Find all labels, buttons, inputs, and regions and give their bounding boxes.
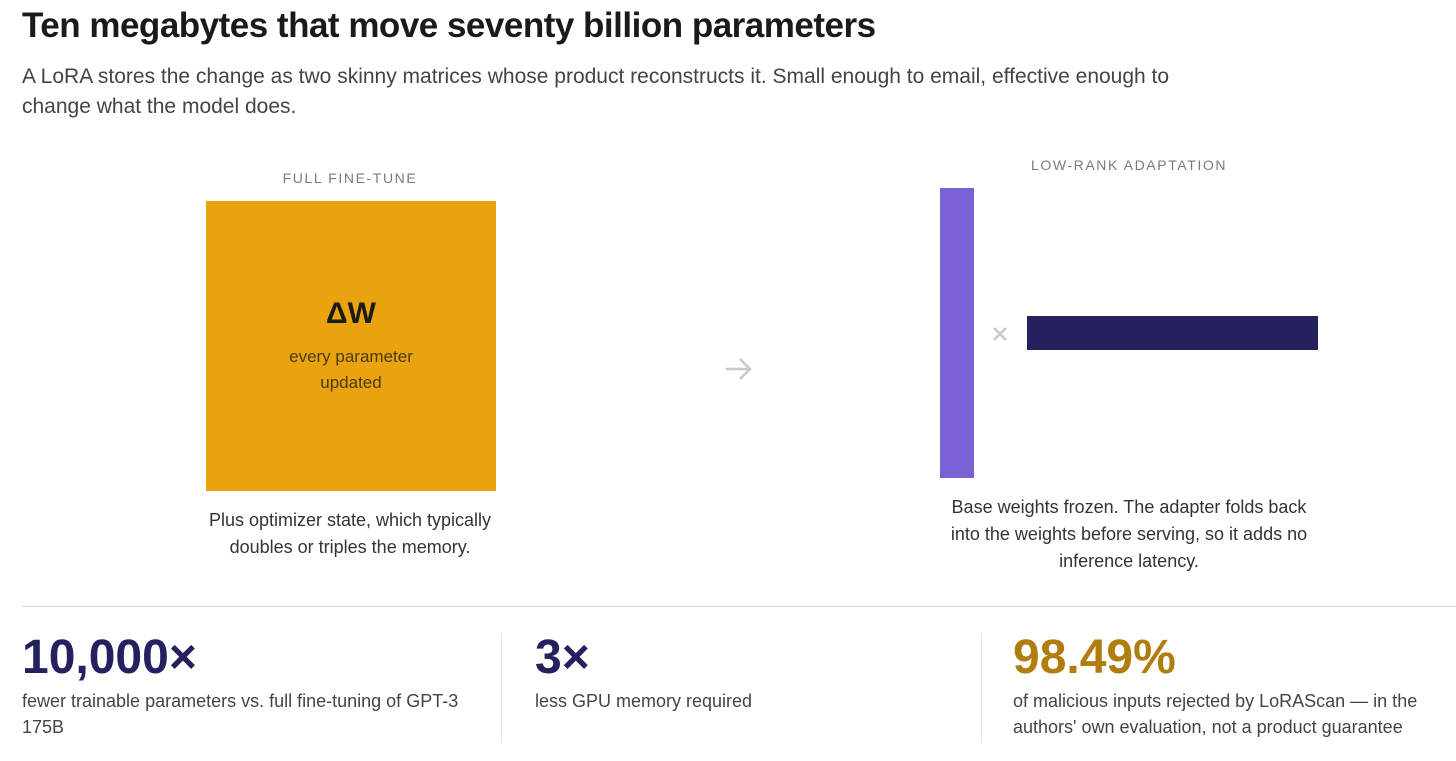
title: Ten megabytes that move seventy billion …	[22, 6, 876, 45]
panel-label: LOW-RANK ADAPTATION	[1030, 157, 1228, 173]
matrix-a	[1027, 316, 1318, 350]
stat-text: of malicious inputs rejected by LoRAScan…	[1013, 691, 1418, 737]
subtitle: A LoRA stores the change as two skinny m…	[22, 65, 1170, 118]
stat-value: 3×	[535, 631, 590, 684]
matrix-b	[940, 188, 974, 478]
times-sign	[993, 327, 1007, 341]
column-separator	[981, 633, 982, 743]
times-shape	[993, 327, 1007, 341]
matrix-note: every parameter updated	[289, 347, 413, 392]
stat-value: 10,000×	[22, 631, 197, 684]
full-matrix: ΔW every parameter updated	[206, 201, 496, 491]
panel-caption: Plus optimizer state, which typically do…	[208, 510, 492, 557]
column-separator	[501, 633, 502, 743]
panel-label: FULL FINE-TUNE	[282, 170, 418, 186]
panel-caption: Base weights frozen. The adapter folds b…	[950, 497, 1308, 571]
stat-text: less GPU memory required	[535, 691, 753, 711]
stat-value: 98.49%	[1013, 631, 1176, 684]
divider	[22, 606, 1456, 607]
stat-text: fewer trainable parameters vs. full fine…	[22, 691, 459, 737]
arrow	[726, 358, 752, 380]
arrow-shape	[726, 358, 752, 380]
matrix-symbol: ΔW	[326, 297, 376, 330]
